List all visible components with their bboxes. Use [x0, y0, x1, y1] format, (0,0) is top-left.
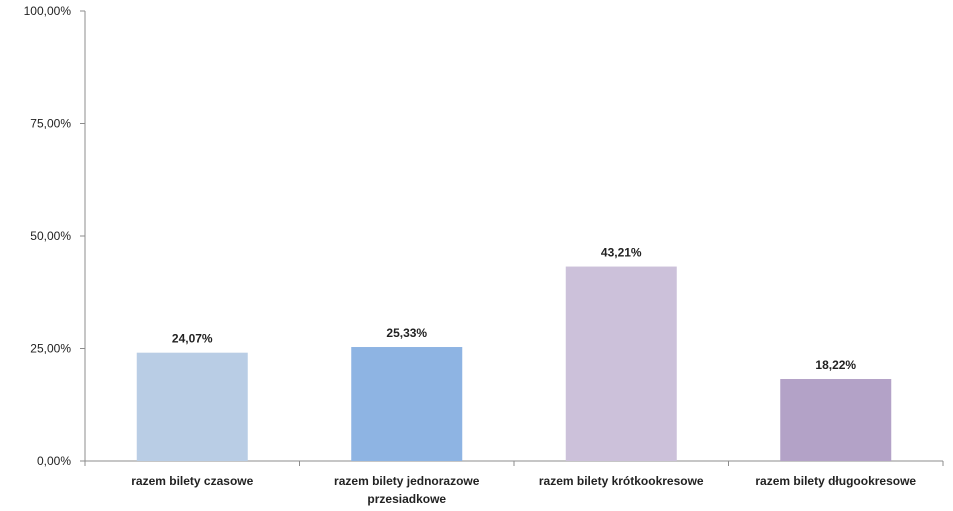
x-axis-ticks [84, 461, 944, 466]
y-tick-label: 50,00% [30, 229, 71, 243]
bar [780, 379, 892, 461]
y-tick-label: 25,00% [30, 342, 71, 356]
category-labels-group: razem bilety czasowe razem bilety jednora… [131, 474, 916, 506]
bar [136, 352, 248, 461]
y-tick-label: 0,00% [37, 454, 71, 468]
y-tick-label: 100,00% [24, 4, 72, 18]
data-labels-group: 24,07% 25,33% 43,21% 18,22% [172, 246, 857, 372]
category-label: razem bilety długookresowe [755, 474, 916, 488]
y-tick-label: 75,00% [30, 117, 71, 131]
data-label: 24,07% [172, 332, 213, 346]
data-label: 25,33% [386, 326, 427, 340]
category-label: razem bilety czasowe [131, 474, 253, 488]
data-label: 43,21% [601, 246, 642, 260]
category-label: razem bilety jednorazowe [334, 474, 480, 488]
bar [565, 266, 677, 461]
bar [351, 347, 463, 461]
data-label: 18,22% [815, 358, 856, 372]
category-label: przesiadkowe [367, 492, 446, 506]
bars-group [136, 266, 892, 461]
y-axis-ticks: 0,00% 25,00% 50,00% 75,00% 100,00% [24, 4, 85, 468]
category-label: razem bilety krótkookresowe [539, 474, 704, 488]
